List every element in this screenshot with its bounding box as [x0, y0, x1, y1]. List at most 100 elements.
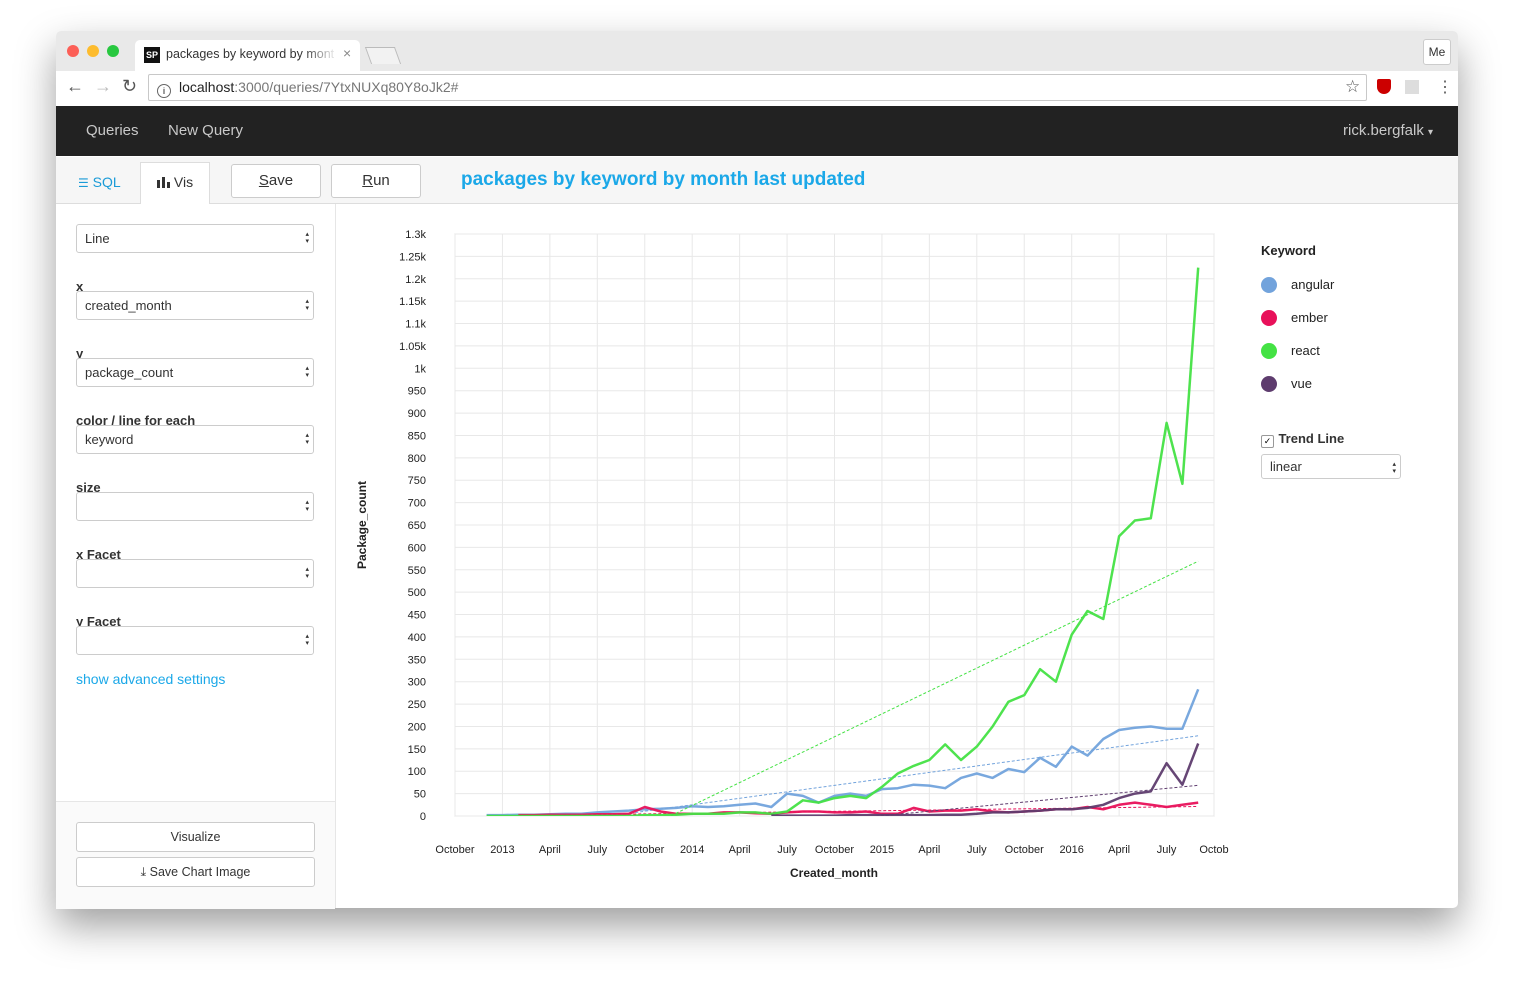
- x-tick-label: April: [539, 844, 561, 856]
- select[interactable]: [76, 492, 314, 521]
- x-tick-label: October: [625, 844, 664, 856]
- select[interactable]: created_month: [76, 291, 314, 320]
- plot-layer: [486, 267, 1200, 816]
- y-tick-label: 950: [408, 386, 426, 398]
- y-tick-label: 300: [408, 677, 426, 689]
- y-tick-label: 400: [408, 632, 426, 644]
- legend-swatch: [1261, 376, 1277, 392]
- visualize-button[interactable]: Visualize: [76, 822, 315, 852]
- trend-line: [669, 560, 1199, 816]
- info-icon: i: [157, 84, 171, 98]
- y-tick-label: 1k: [414, 363, 426, 375]
- x-tick-label: July: [1157, 844, 1177, 856]
- y-tick-label: 450: [408, 610, 426, 622]
- chart: Created_month Package_count Keyword 0 50 1…: [355, 229, 1335, 880]
- trend-line: [874, 784, 1199, 816]
- select[interactable]: package_count: [76, 358, 314, 387]
- legend-title: Keyword: [1261, 243, 1316, 258]
- user-menu[interactable]: rick.bergfalk ▾: [1343, 122, 1434, 139]
- browser-tab[interactable]: [135, 40, 360, 71]
- y-tick-label: 1.05k: [399, 341, 426, 353]
- save-image-button[interactable]: ⤓ Save Chart Image: [76, 857, 315, 887]
- run-button[interactable]: Run: [331, 164, 421, 198]
- x-tick-label: 2013: [490, 844, 514, 856]
- close-button[interactable]: [67, 45, 79, 57]
- y-tick-label: 750: [408, 475, 426, 487]
- x-tick-label: 2014: [680, 844, 704, 856]
- profile-button[interactable]: Me: [1423, 39, 1451, 65]
- nav-link[interactable]: Queries: [86, 122, 139, 139]
- tab-label: SQL: [92, 174, 121, 190]
- y-axis-title: Package_count: [355, 481, 369, 569]
- advanced-link[interactable]: show advanced settings: [76, 671, 226, 687]
- legend-swatch: [1261, 310, 1277, 326]
- x-tick-label: July: [777, 844, 797, 856]
- y-tick-label: 1.3k: [405, 229, 426, 241]
- y-tick-label: 650: [408, 520, 426, 532]
- y-tick-label: 1.1k: [405, 319, 426, 331]
- y-tick-label: 900: [408, 408, 426, 420]
- field-label: y: [76, 346, 84, 361]
- url-host: localhost: [179, 79, 235, 95]
- minimize-button[interactable]: [87, 45, 99, 57]
- y-tick-label: 1.25k: [399, 251, 426, 263]
- y-tick-label: 100: [408, 766, 426, 778]
- zoom-button[interactable]: [107, 45, 119, 57]
- vis-tab[interactable]: [140, 162, 210, 204]
- series-line: [771, 743, 1200, 816]
- nav-link[interactable]: New Query: [168, 122, 244, 139]
- tab-close[interactable]: ×: [343, 45, 352, 61]
- url-path: :3000/queries/7YtxNUXq80Y8oJk2#: [234, 79, 459, 95]
- y-tick-label: 800: [408, 453, 426, 465]
- favicon: SP: [144, 47, 160, 63]
- menu-button[interactable]: ⋮: [1437, 79, 1453, 96]
- x-tick-label: October: [815, 844, 854, 856]
- legend-swatch: [1261, 343, 1277, 359]
- x-tick-label: July: [967, 844, 987, 856]
- button-label: Save Chart Image: [149, 865, 251, 879]
- select[interactable]: [76, 626, 314, 655]
- address-bar[interactable]: i localhost:3000/queries/7YtxNUXq80Y8oJk2…: [148, 74, 1367, 101]
- tab-title: packages by keyword by mont: [166, 47, 335, 61]
- x-tick-label: April: [1108, 844, 1130, 856]
- select[interactable]: Line: [76, 224, 314, 253]
- trend-checkbox[interactable]: ✓: [1261, 435, 1274, 448]
- y-tick-label: 0: [420, 811, 426, 823]
- legend-label: ember: [1291, 310, 1329, 325]
- select[interactable]: [76, 559, 314, 588]
- y-tick-label: 1.2k: [405, 274, 426, 286]
- legend-label: react: [1291, 343, 1320, 358]
- query-title: packages by keyword by month last update…: [461, 169, 866, 190]
- y-tick-label: 850: [408, 430, 426, 442]
- bar-icon: [157, 177, 170, 188]
- sql-tab[interactable]: ☰ SQL: [78, 174, 121, 190]
- y-tick-label: 1.15k: [399, 296, 426, 308]
- extension-icon[interactable]: [1377, 79, 1391, 94]
- trend-method-select[interactable]: linear: [1261, 454, 1401, 479]
- save-button[interactable]: Save: [231, 164, 321, 198]
- y-tick-label: 350: [408, 654, 426, 666]
- navbar: [56, 106, 1458, 156]
- y-tick-label: 600: [408, 542, 426, 554]
- x-tick-label: October: [1005, 844, 1044, 856]
- x-tick-label: Octob: [1199, 844, 1228, 856]
- x-tick-label: 2015: [870, 844, 894, 856]
- x-tick-label: April: [918, 844, 940, 856]
- y-tick-label: 500: [408, 587, 426, 599]
- x-tick-label: July: [588, 844, 608, 856]
- y-tick-label: 700: [408, 498, 426, 510]
- back-button[interactable]: ←: [66, 76, 84, 96]
- tab-label: Vis: [173, 174, 194, 190]
- select[interactable]: keyword: [76, 425, 314, 454]
- y-tick-label: 50: [414, 789, 426, 801]
- forward-button[interactable]: →: [94, 76, 112, 96]
- bookmark-star[interactable]: ☆: [1345, 77, 1361, 96]
- extension-icon[interactable]: [1405, 80, 1419, 94]
- legend-swatch: [1261, 277, 1277, 293]
- new-tab[interactable]: [364, 47, 402, 64]
- settings-footer: [56, 801, 335, 909]
- reload-button[interactable]: ↻: [122, 76, 138, 96]
- legend-label: vue: [1291, 376, 1312, 391]
- y-tick-label: 200: [408, 721, 426, 733]
